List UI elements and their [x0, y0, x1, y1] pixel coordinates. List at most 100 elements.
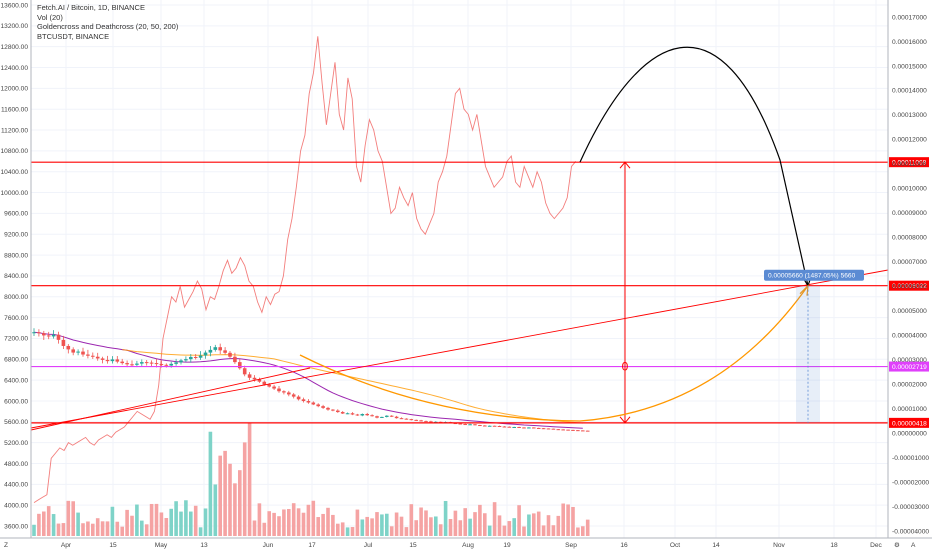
candle-body [414, 419, 418, 421]
candle-body [125, 363, 129, 365]
right-axis-label: 0.00006000 [892, 284, 927, 291]
candle-body [218, 347, 222, 351]
x-axis-label: Dec [870, 542, 882, 549]
candle-body [409, 419, 414, 421]
left-axis-label: 12800.00 [0, 44, 28, 51]
legend-symbol[interactable]: Fetch.AI / Bitcoin, 1D, BINANCE [37, 3, 145, 12]
candle-body [37, 332, 41, 334]
candle-body [296, 396, 301, 400]
volume-bar [238, 470, 242, 536]
candle-body [541, 428, 546, 430]
left-axis-label: 9200.00 [4, 232, 28, 239]
volume-bar [443, 500, 448, 536]
candle-body [497, 425, 502, 427]
measure-label-box [764, 269, 864, 281]
left-axis-label: 8800.00 [4, 252, 28, 259]
volume-bar [95, 518, 100, 536]
legend-btcusdt[interactable]: BTCUSDT, BINANCE [37, 31, 110, 41]
btcusdt-line [33, 36, 577, 503]
gear-icon: ⚙ [894, 541, 900, 549]
volume-bar [340, 522, 345, 536]
volume-bar [130, 515, 134, 536]
volume-bar [556, 515, 561, 536]
candle-body [198, 355, 203, 358]
candle-body [164, 364, 169, 366]
right-axis-label: 0.00016000 [892, 39, 927, 46]
candle-body [331, 409, 335, 411]
volume-bar [272, 512, 276, 536]
volume-bar [56, 523, 61, 536]
volume-bar [291, 503, 296, 536]
candle-body [507, 426, 512, 428]
candle-body [585, 430, 590, 432]
candle-body [399, 418, 404, 420]
left-axis-label: 11600.00 [1, 107, 28, 114]
volume-bar [409, 504, 414, 536]
volume-bar [414, 520, 418, 536]
candle-body [487, 425, 492, 427]
user-drawings[interactable]: 0.00011069 0.00006022 0.00002719 0.00000418… [30, 46, 929, 431]
x-axis-label: Jun [263, 542, 274, 549]
candle-body [228, 352, 232, 357]
legend-volume[interactable]: Vol (20) [37, 12, 63, 22]
x-axis-label: 15 [409, 542, 417, 549]
x-axis-label: Oct [670, 542, 680, 549]
candle-body [492, 425, 497, 427]
candle-body [252, 377, 257, 380]
volume-bar [331, 514, 335, 536]
x-axis-label: May [155, 542, 168, 549]
right-axis-label: 0.00010000 [892, 186, 927, 193]
volume-bar [468, 518, 472, 536]
volume-bar [37, 513, 41, 536]
volume-bar [262, 522, 267, 536]
candle-body [213, 347, 218, 350]
volume-bar [438, 524, 443, 536]
candle-body [154, 363, 159, 365]
left-axis-label: 13200.00 [0, 23, 28, 30]
candle-body [247, 374, 252, 378]
candle-body [66, 345, 71, 350]
candle-body [311, 402, 316, 405]
projection-arc [579, 46, 809, 286]
candle-body [527, 427, 531, 429]
candle-body [76, 351, 80, 353]
candle-body [86, 354, 90, 356]
candle-body [306, 401, 311, 403]
legend-goldencross[interactable]: Goldencross and Deathcross (20, 50, 200) [37, 22, 179, 32]
volume-bar [551, 525, 556, 536]
volume-bar [169, 508, 173, 536]
ma50-line [122, 349, 583, 424]
volume-bar [429, 517, 433, 536]
volume-bar [336, 523, 340, 536]
projection-curve [299, 285, 809, 422]
left-axis-label: 9600.00 [4, 211, 28, 218]
volume-bar [252, 520, 257, 536]
left-axis-label: 5600.00 [4, 419, 28, 426]
volume-bar [223, 450, 227, 536]
volume-bar [42, 511, 46, 536]
volume-bar [86, 521, 90, 536]
volume-bar [100, 521, 105, 536]
volume-bar [277, 516, 281, 536]
volume-bar [61, 523, 66, 536]
volume-bar [546, 515, 551, 536]
right-axis-label: 0.00007000 [892, 259, 927, 266]
candle-body [130, 364, 134, 366]
left-axis-label: 6400.00 [4, 377, 28, 384]
candle-body [149, 362, 154, 364]
candle-body [120, 361, 124, 364]
candle-body [350, 413, 355, 415]
volume-bar [576, 527, 580, 536]
measure-label: 0.00005660 (1487.05%) 5660 [768, 273, 856, 280]
candle-body [404, 418, 409, 420]
right-axis-label: 0.00000000 [892, 430, 927, 437]
volume-bar [419, 507, 423, 536]
candle-body [375, 416, 379, 418]
candle-body [389, 415, 394, 417]
zoom-z-label: Z [4, 542, 8, 549]
left-axis-label: 10000.00 [0, 190, 28, 197]
candle-body [267, 384, 271, 387]
candle-body [424, 421, 428, 423]
